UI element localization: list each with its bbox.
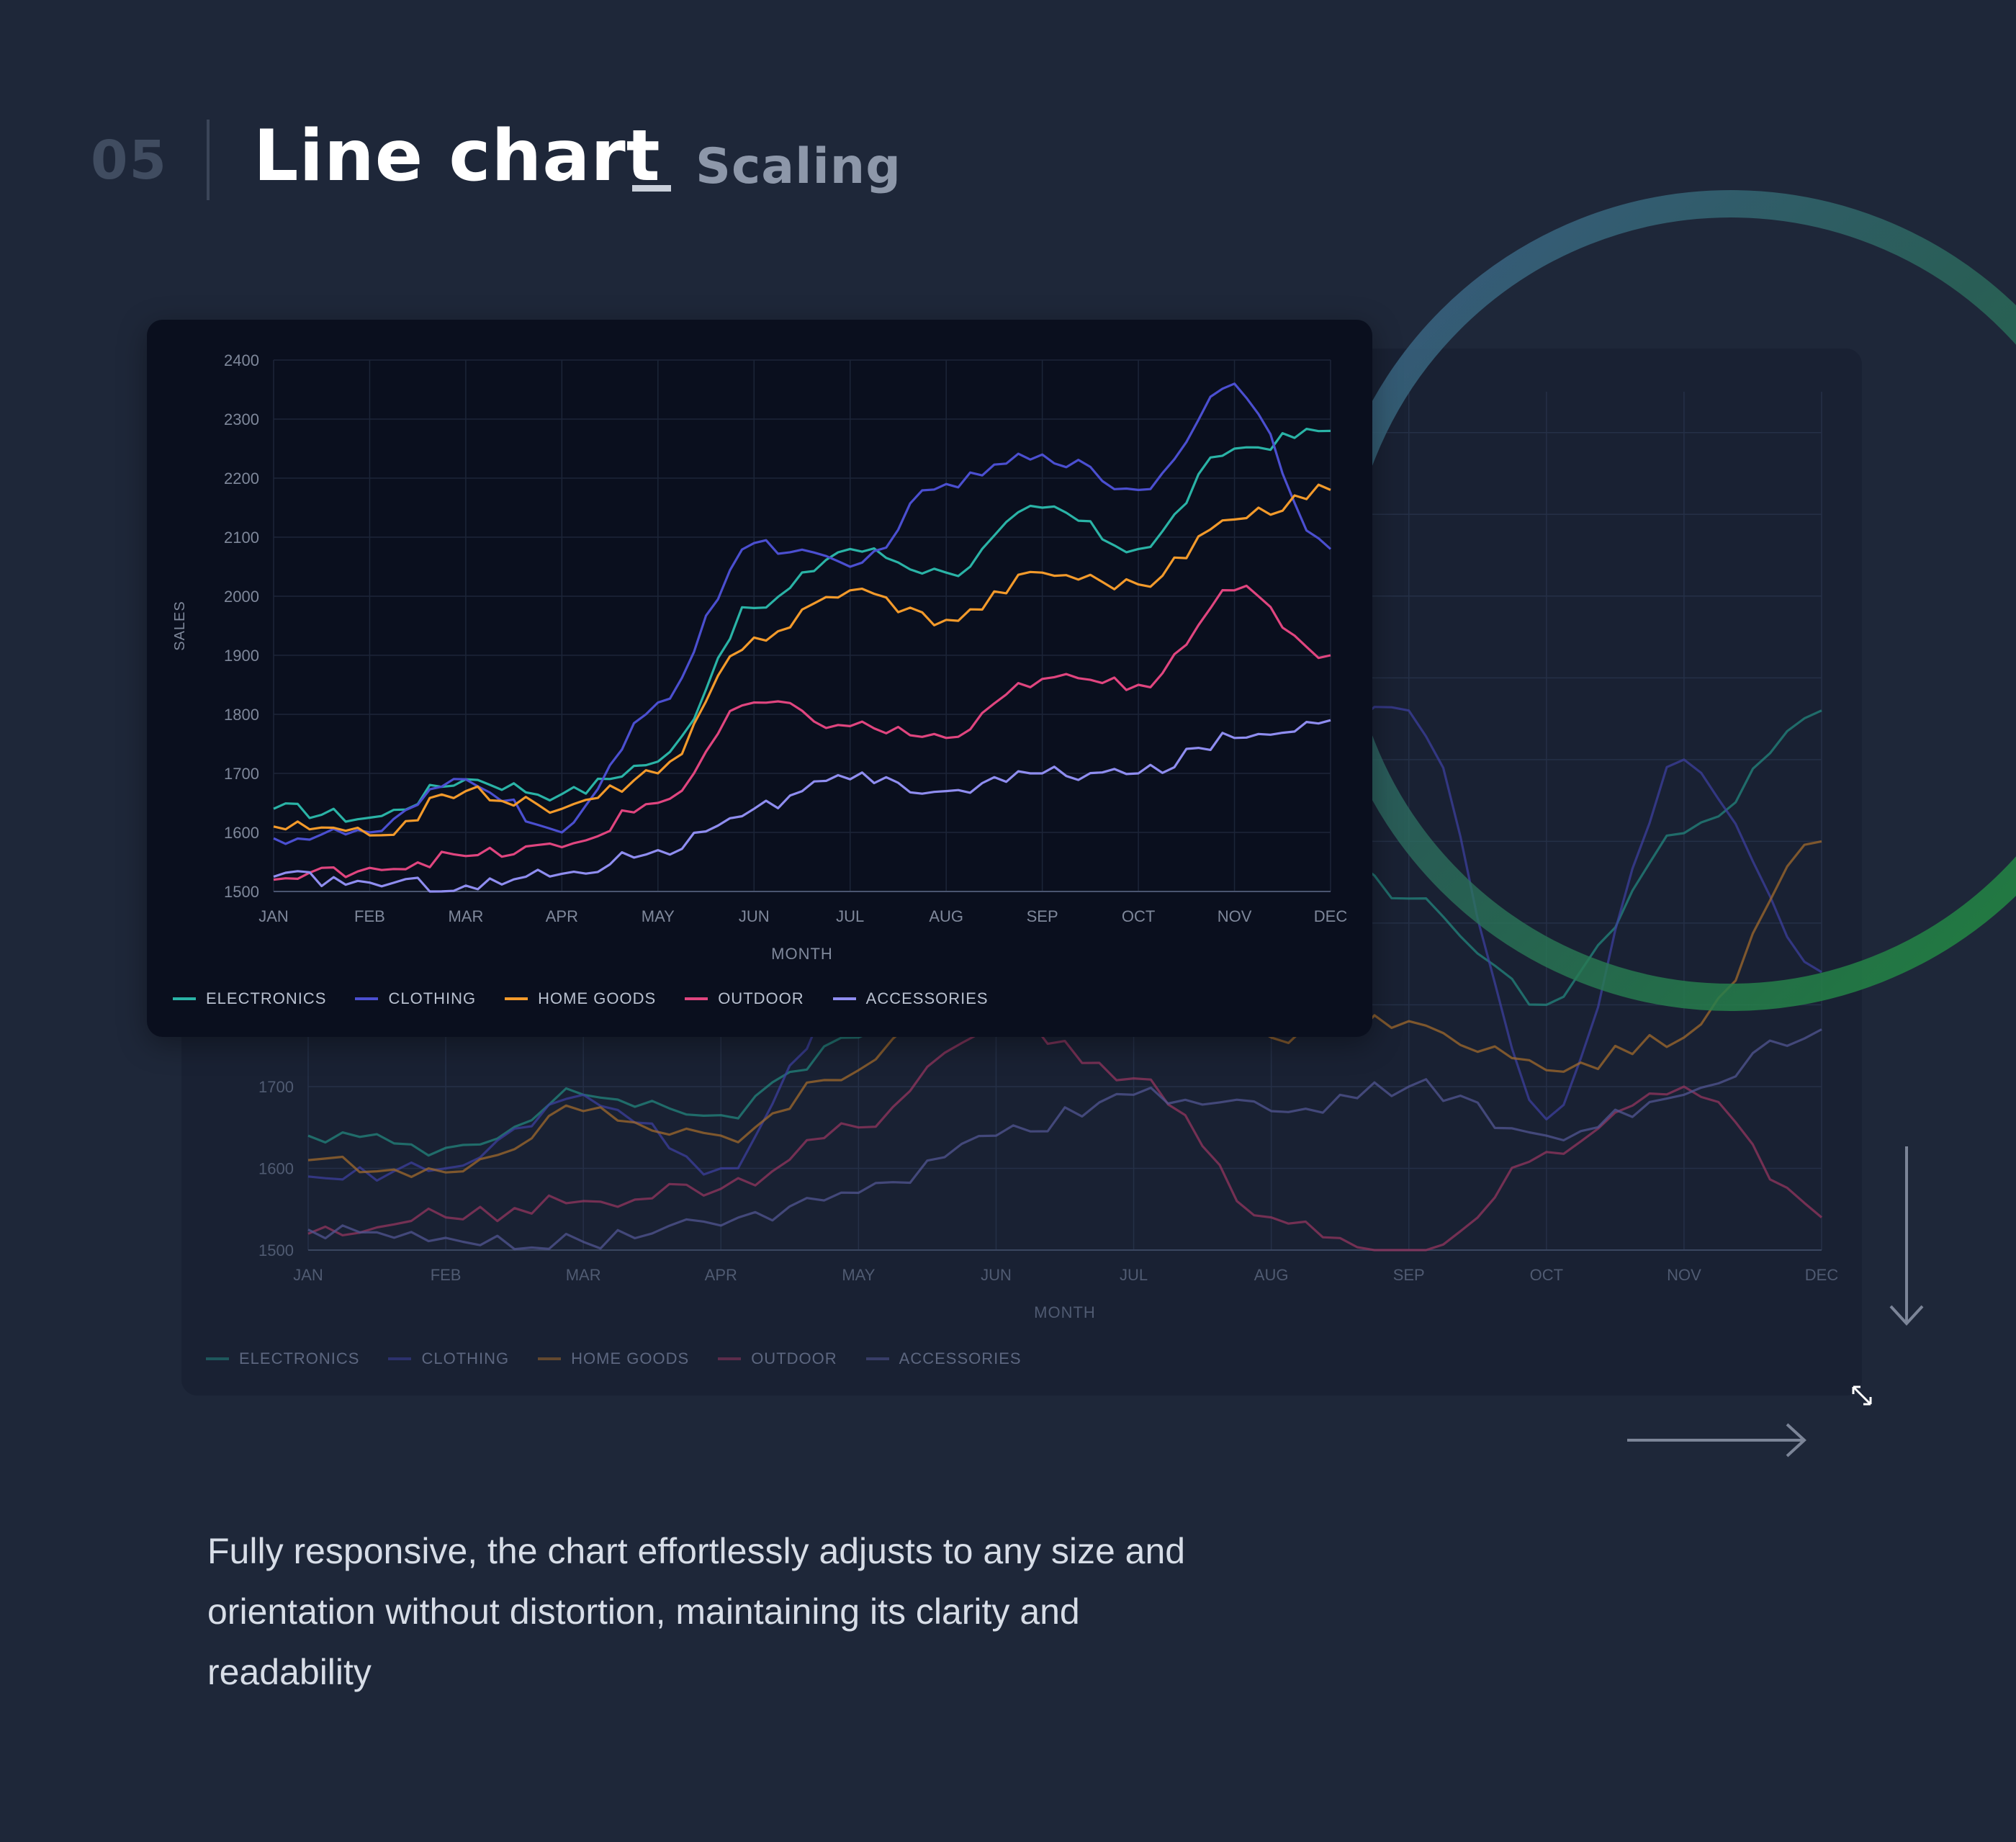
legend-label: ELECTRONICS [239, 1349, 360, 1367]
x-tick-label: SEP [1027, 907, 1058, 925]
x-tick-label: DEC [1805, 1266, 1839, 1284]
legend-swatch [505, 997, 528, 1000]
legend-label: OUTDOOR [718, 989, 804, 1007]
x-tick-label: OCT [1122, 907, 1155, 925]
legend-item-electronics[interactable]: ELECTRONICS [206, 1349, 359, 1368]
series-line-home-goods [273, 483, 1331, 837]
x-tick-label: AUG [929, 907, 963, 925]
legend-label: CLOTHING [388, 989, 477, 1007]
x-tick-label: AUG [1254, 1266, 1289, 1284]
title-separator [632, 185, 671, 192]
legend-item-outdoor[interactable]: OUTDOOR [685, 989, 804, 1008]
y-tick-label: 2400 [224, 351, 259, 369]
y-tick-label: 1500 [258, 1241, 294, 1259]
x-tick-label: JUL [836, 907, 864, 925]
series-line-accessories [273, 719, 1331, 893]
arrow-down-icon [1889, 1146, 1924, 1326]
y-tick-label: 1800 [224, 706, 259, 724]
x-tick-label: NOV [1667, 1266, 1701, 1284]
resize-diagonal-icon[interactable] [1849, 1383, 1875, 1409]
x-tick-label: FEB [354, 907, 385, 925]
y-tick-label: 2100 [224, 529, 259, 547]
x-tick-label: FEB [431, 1266, 462, 1284]
x-tick-label: JAN [258, 907, 289, 925]
series-line-accessories [307, 1028, 1822, 1251]
x-tick-label: APR [546, 907, 578, 925]
y-tick-label: 1700 [224, 765, 259, 783]
legend-item-home-goods[interactable]: HOME GOODS [505, 989, 656, 1008]
legend-swatch [718, 1357, 742, 1360]
chart-description: Fully responsive, the chart effortlessly… [207, 1531, 1186, 1692]
main-line-chart: 1500 1600 1700 1800 1900 2000 2100 2200 2300 2400… [172, 351, 1348, 963]
x-tick-label: APR [705, 1266, 737, 1284]
legend-item-outdoor[interactable]: OUTDOOR [718, 1349, 837, 1368]
legend-label: HOME GOODS [571, 1349, 690, 1367]
legend-label: ELECTRONICS [206, 989, 327, 1007]
legend-item-accessories[interactable]: ACCESSORIES [865, 1349, 1022, 1368]
page-subtitle: Scaling [696, 138, 901, 195]
x-tick-label: NOV [1218, 907, 1252, 925]
legend-swatch [355, 997, 379, 1000]
legend-item-clothing[interactable]: CLOTHING [388, 1349, 509, 1368]
y-tick-label: 1900 [224, 647, 259, 665]
x-tick-label: DEC [1314, 907, 1348, 925]
y-tick-label: 2000 [224, 588, 259, 606]
section-divider [207, 120, 210, 200]
legend-label: HOME GOODS [538, 989, 657, 1007]
legend-label: CLOTHING [421, 1349, 510, 1367]
x-tick-label: JAN [293, 1266, 323, 1284]
x-axis-title: MONTH [1034, 1303, 1096, 1321]
y-tick-label: 1500 [224, 883, 259, 901]
x-tick-label: MAY [842, 1266, 875, 1284]
main-chart-legend: ELECTRONICS CLOTHING HOME GOODS OUTDOOR ACCE… [173, 989, 1017, 1008]
page-title: Line chart [253, 115, 661, 197]
x-tick-label: JUN [981, 1266, 1012, 1284]
legend-swatch [865, 1357, 889, 1360]
x-tick-label: JUL [1120, 1266, 1148, 1284]
legend-label: OUTDOOR [751, 1349, 837, 1367]
legend-swatch [206, 1357, 229, 1360]
arrow-right-icon [1627, 1423, 1806, 1457]
legend-swatch [388, 1357, 412, 1360]
legend-item-electronics[interactable]: ELECTRONICS [173, 989, 326, 1008]
x-tick-label: MAR [566, 1266, 601, 1284]
series-line-outdoor [307, 1020, 1823, 1252]
y-tick-label: 1700 [258, 1078, 294, 1096]
legend-swatch [685, 997, 708, 1000]
y-tick-label: 2200 [224, 470, 259, 488]
page-header: 05 Line chart Scaling [0, 0, 2016, 230]
legend-swatch [538, 1357, 562, 1360]
x-tick-label: JUN [739, 907, 770, 925]
legend-swatch [832, 997, 856, 1000]
x-tick-label: OCT [1530, 1266, 1563, 1284]
x-axis-title: MONTH [771, 945, 833, 963]
legend-label: ACCESSORIES [865, 989, 989, 1007]
series-line-outdoor [273, 584, 1331, 881]
y-tick-label: 1600 [224, 824, 259, 842]
legend-item-clothing[interactable]: CLOTHING [355, 989, 476, 1008]
x-tick-label: MAR [448, 907, 483, 925]
scaled-chart-legend: ELECTRONICS CLOTHING HOME GOODS OUTDOOR ACCE… [206, 1349, 1050, 1368]
y-axis-title: SALES [172, 601, 188, 650]
legend-item-home-goods[interactable]: HOME GOODS [538, 1349, 689, 1368]
x-tick-label: SEP [1393, 1266, 1425, 1284]
series-line-clothing [273, 382, 1332, 845]
series-line-electronics [273, 428, 1331, 823]
legend-swatch [173, 997, 196, 1000]
y-tick-label: 1600 [258, 1159, 294, 1177]
main-chart-card: 1500 1600 1700 1800 1900 2000 2100 2200 2300 2400… [147, 320, 1372, 1037]
legend-label: ACCESSORIES [899, 1349, 1022, 1367]
x-tick-label: MAY [642, 907, 675, 925]
section-number: 05 [91, 130, 168, 192]
y-tick-label: 2300 [224, 410, 259, 428]
legend-item-accessories[interactable]: ACCESSORIES [832, 989, 989, 1008]
